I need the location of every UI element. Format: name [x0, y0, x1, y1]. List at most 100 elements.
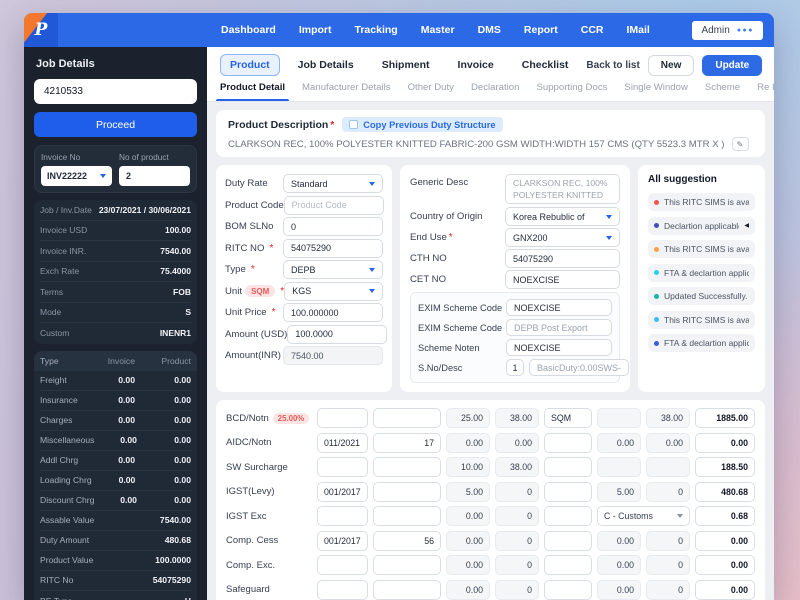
suggestion-item[interactable]: FTA & declartion applicab...	[648, 334, 755, 352]
duty-qty-field[interactable]	[495, 432, 539, 453]
duty-value-input[interactable]	[373, 555, 441, 575]
duty-rate-field[interactable]	[446, 457, 490, 477]
duty-notn-input[interactable]	[317, 457, 369, 477]
duty-pct-field[interactable]	[597, 481, 641, 502]
suggestion-item[interactable]: Updated Successfully.	[648, 287, 755, 305]
bom-slno-input[interactable]	[283, 217, 383, 236]
duty-pct-field[interactable]	[597, 555, 641, 575]
duty-amt-field[interactable]	[646, 432, 690, 453]
duty-customs-select[interactable]: C - Customs	[597, 506, 690, 526]
main-tab[interactable]: Shipment	[381, 59, 430, 71]
edit-pencil-icon[interactable]: ✎	[731, 137, 749, 151]
exim-scheme-code-input[interactable]	[506, 299, 612, 316]
duty-amt-field[interactable]	[646, 579, 690, 600]
duty-pct-field[interactable]	[597, 457, 641, 477]
duty-unit-input[interactable]	[544, 579, 592, 600]
job-number-input[interactable]	[34, 79, 197, 104]
duty-value-input[interactable]	[373, 579, 441, 600]
duty-unit-input[interactable]	[544, 481, 592, 502]
copy-previous-duty-checkbox[interactable]: Copy Previous Duty Structure	[342, 117, 503, 132]
duty-value-input[interactable]	[373, 457, 441, 477]
duty-notn-input[interactable]	[317, 530, 369, 551]
duty-rate-field[interactable]	[446, 408, 490, 428]
duty-rate-select[interactable]: Standard	[283, 174, 383, 193]
unit-select[interactable]: KGS	[284, 281, 383, 301]
exim-scheme-code-2-input[interactable]	[506, 319, 612, 336]
no-of-product-input[interactable]	[119, 166, 190, 186]
suggestion-item[interactable]: This RITC SIMS is available.	[648, 310, 755, 329]
country-of-origin-select[interactable]: Korea Rebublic of	[505, 207, 620, 226]
brand-logo[interactable]: P	[24, 13, 58, 47]
duty-total-field[interactable]	[695, 432, 755, 453]
suggestion-item[interactable]: This RITC SIMS is available.	[648, 193, 755, 211]
duty-notn-input[interactable]	[317, 555, 369, 575]
new-button[interactable]: New	[647, 54, 695, 76]
duty-rate-field[interactable]	[446, 530, 490, 551]
back-to-list-link[interactable]: Back to list	[586, 59, 640, 71]
sub-tab[interactable]: Declaration	[470, 82, 520, 93]
main-tab[interactable]: Job Details	[297, 59, 354, 71]
duty-pct-field[interactable]	[597, 530, 641, 551]
suggestion-item[interactable]: Declartion applicable Now... ◀	[648, 216, 755, 235]
duty-value-input[interactable]	[373, 506, 441, 526]
duty-qty-field[interactable]	[495, 555, 539, 575]
main-tab[interactable]: Checklist	[521, 59, 569, 71]
nav-item[interactable]: Dashboard	[221, 24, 276, 36]
duty-pct-field[interactable]	[597, 408, 641, 428]
duty-unit-input[interactable]	[544, 530, 592, 551]
main-tab[interactable]: Product	[220, 54, 280, 76]
generic-desc-textarea[interactable]: CLARKSON REC, 100% POLYESTER KNITTED FAB…	[505, 174, 620, 204]
duty-unit-input[interactable]	[544, 457, 592, 477]
duty-amt-field[interactable]	[646, 457, 690, 477]
product-code-input[interactable]	[283, 195, 384, 215]
scheme-noten-input[interactable]	[506, 339, 612, 356]
duty-notn-input[interactable]	[317, 408, 369, 428]
duty-qty-field[interactable]	[495, 408, 539, 428]
proceed-button[interactable]: Proceed	[34, 112, 197, 137]
cth-no-input[interactable]	[505, 249, 620, 268]
duty-notn-input[interactable]	[317, 432, 369, 453]
sub-tab[interactable]: Manufacturer Details	[302, 82, 391, 93]
ritc-no-input[interactable]	[283, 238, 383, 258]
update-button[interactable]: Update	[702, 54, 763, 76]
sno-input[interactable]	[506, 359, 524, 376]
nav-item[interactable]: IMail	[626, 24, 650, 36]
duty-qty-field[interactable]	[495, 530, 539, 551]
duty-unit-input[interactable]	[544, 408, 592, 428]
suggestion-item[interactable]: This RITC SIMS is available.	[648, 240, 755, 258]
cet-no-input[interactable]	[505, 270, 620, 289]
main-tab[interactable]: Invoice	[457, 59, 494, 71]
nav-item[interactable]: DMS	[477, 24, 501, 36]
suggestion-item[interactable]: FTA & declartion applicable.	[648, 263, 755, 282]
duty-unit-input[interactable]	[544, 432, 592, 453]
duty-rate-field[interactable]	[446, 481, 490, 502]
duty-rate-field[interactable]	[446, 432, 490, 453]
duty-total-field[interactable]	[695, 457, 755, 477]
duty-total-field[interactable]	[695, 481, 755, 502]
unit-price-input[interactable]	[283, 303, 383, 322]
duty-notn-input[interactable]	[317, 481, 369, 502]
duty-total-field[interactable]	[695, 579, 755, 600]
duty-total-field[interactable]	[695, 555, 755, 575]
type-select[interactable]: DEPB	[283, 260, 383, 279]
sub-tab[interactable]: Single Window	[624, 82, 688, 93]
duty-value-input[interactable]	[373, 481, 441, 502]
duty-total-field[interactable]	[695, 506, 755, 526]
end-use-select[interactable]: GNX200	[505, 228, 620, 247]
nav-item[interactable]: Import	[298, 24, 332, 36]
duty-pct-field[interactable]	[597, 579, 641, 600]
duty-value-input[interactable]	[373, 408, 441, 428]
duty-qty-field[interactable]	[495, 481, 539, 502]
sub-tab[interactable]: Supporting Docs	[536, 82, 608, 93]
invoice-no-select[interactable]: INV22222	[41, 166, 112, 186]
duty-value-input[interactable]	[373, 432, 441, 453]
admin-menu-button[interactable]: Admin ●●●	[692, 20, 763, 40]
nav-item[interactable]: Report	[523, 24, 558, 36]
duty-rate-field[interactable]	[446, 506, 490, 526]
sub-tab[interactable]: Product Detail	[215, 82, 290, 101]
duty-value-input[interactable]	[373, 530, 441, 551]
duty-amt-field[interactable]	[646, 530, 690, 551]
amount-inr-input[interactable]	[283, 346, 383, 365]
nav-item[interactable]: Master	[420, 24, 455, 36]
duty-notn-input[interactable]	[317, 579, 369, 600]
